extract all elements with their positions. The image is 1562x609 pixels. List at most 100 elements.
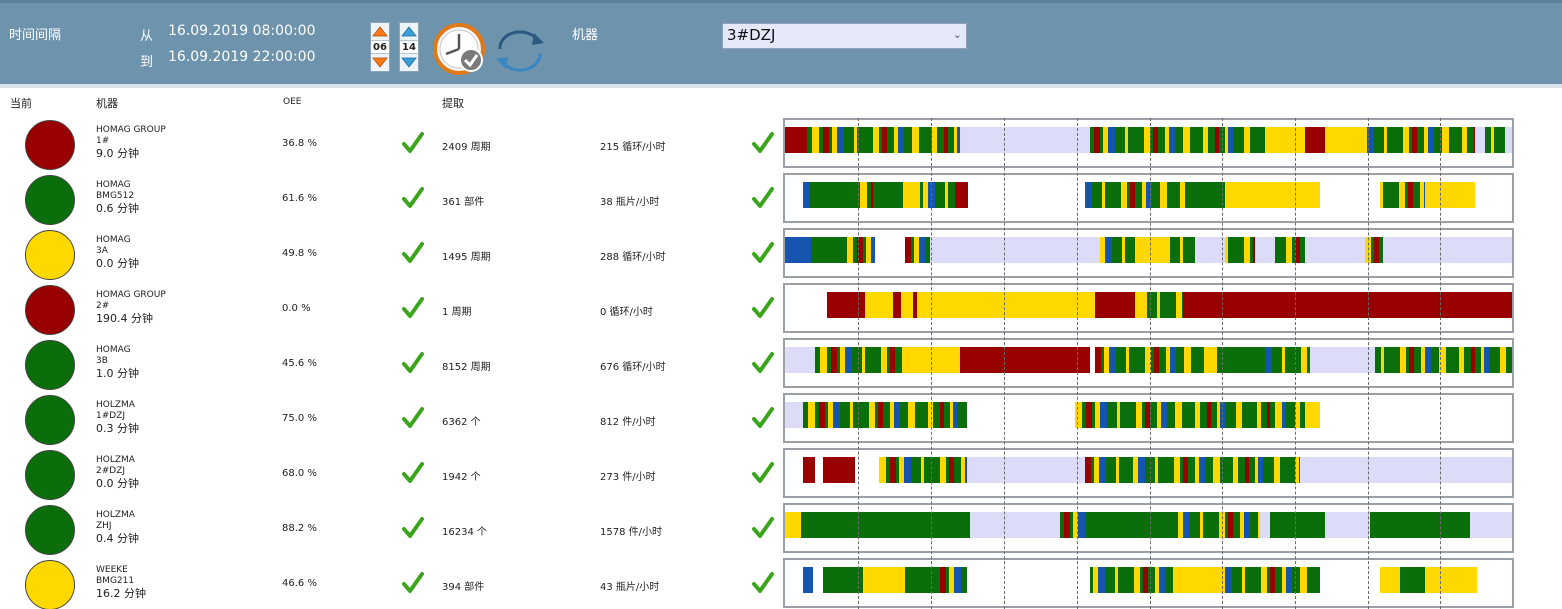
status-timeline[interactable]	[783, 338, 1514, 388]
machine-row[interactable]: HOMAG 3B 1.0 分钟 45.6 % 8152 周期 676 循环/小时	[0, 338, 1562, 393]
timeline-segment	[904, 127, 907, 153]
extract-count: 1 周期	[442, 307, 472, 318]
timeline-segment	[823, 457, 855, 483]
extract-rate: 288 循环/小时	[600, 252, 666, 263]
machine-row[interactable]: HOMAG GROUP 2# 190.4 分钟 0.0 % 1 周期 0 循环/小时	[0, 283, 1562, 338]
timeline-segment	[1177, 182, 1180, 208]
timeline-segment	[1467, 127, 1474, 153]
timeline-segment	[1150, 127, 1153, 153]
chevron-down-icon[interactable]: ⌄	[952, 28, 962, 41]
timeline-segment	[1250, 512, 1253, 538]
timeline-segment	[1154, 347, 1159, 373]
timeline-segment	[1117, 182, 1121, 208]
checkmark-icon	[752, 242, 774, 263]
arrow-up-icon[interactable]	[400, 24, 418, 39]
timeline-segment	[1117, 402, 1120, 428]
arrow-down-icon[interactable]	[371, 55, 389, 70]
timeline-segment	[1384, 127, 1387, 153]
status-timeline[interactable]	[783, 503, 1514, 553]
clock-apply-icon[interactable]	[432, 22, 488, 76]
timeline-segment	[827, 292, 865, 318]
timeline-segment	[803, 182, 809, 208]
to-datetime[interactable]: 16.09.2019 22:00:00	[168, 49, 316, 65]
timeline-segment	[917, 292, 1095, 318]
machine-row[interactable]: HOMAG 3A 0.0 分钟 49.8 % 1495 周期 288 循环/小时	[0, 228, 1562, 283]
extract-rate: 273 件/小时	[600, 472, 656, 483]
timeline-segment	[1228, 512, 1233, 538]
status-timeline[interactable]	[783, 393, 1514, 443]
extract-rate: 0 循环/小时	[600, 307, 653, 318]
start-hour-stepper[interactable]: 06	[370, 22, 390, 72]
timeline-segment	[1194, 127, 1200, 153]
timeline-segment	[1085, 182, 1092, 208]
timeline-segment	[1170, 347, 1176, 373]
extract-count: 1495 周期	[442, 252, 491, 263]
timeline-segment	[1128, 127, 1133, 153]
timeline-segment	[1242, 567, 1245, 593]
checkmark-icon	[402, 352, 424, 373]
status-timeline[interactable]	[783, 448, 1514, 498]
timeline-segment	[1151, 347, 1154, 373]
timeline-segment	[967, 457, 1085, 483]
timeline-segment	[905, 347, 960, 373]
timeline-segment	[1505, 127, 1512, 153]
timeline-segment	[1453, 127, 1459, 153]
arrow-up-icon[interactable]	[371, 24, 389, 39]
timeline-segment	[1138, 457, 1145, 483]
from-datetime[interactable]: 16.09.2019 08:00:00	[168, 23, 316, 39]
arrow-down-icon[interactable]	[400, 55, 418, 70]
timeline-segment	[1475, 347, 1481, 373]
machine-row[interactable]: HOLZMA ZHJ 0.4 分钟 88.2 % 16234 个 1578 件/小时	[0, 503, 1562, 558]
timeline-segment	[1300, 567, 1307, 593]
timeline-segment	[1171, 182, 1177, 208]
timeline-segment	[1265, 127, 1305, 153]
timeline-track	[785, 127, 1512, 153]
timeline-segment	[1060, 512, 1064, 538]
refresh-icon[interactable]	[492, 27, 548, 75]
machine-row[interactable]: HOLZMA 1#DZJ 0.3 分钟 75.0 % 6362 个 812 件/小时	[0, 393, 1562, 448]
status-timeline[interactable]	[783, 173, 1514, 223]
timeline-segment	[1155, 567, 1159, 593]
status-timeline[interactable]	[783, 283, 1514, 333]
timeline-segment	[1295, 402, 1300, 428]
timeline-segment	[948, 127, 954, 153]
timeline-segment	[785, 347, 815, 373]
timeline-segment	[1151, 292, 1157, 318]
timeline-segment	[1389, 347, 1396, 373]
timeline-segment	[1242, 402, 1245, 428]
status-lamp	[25, 120, 75, 170]
timeline-segment	[1270, 402, 1275, 428]
machine-row[interactable]: HOMAG BMG512 0.6 分钟 61.6 % 361 部件 38 瓶片/小时	[0, 173, 1562, 228]
timeline-segment	[1275, 237, 1282, 263]
status-timeline[interactable]	[783, 228, 1514, 278]
timeline-segment	[1149, 457, 1155, 483]
timeline-track	[785, 512, 1512, 538]
timeline-segment	[1481, 347, 1484, 373]
extract-count: 361 部件	[442, 197, 485, 208]
timeline-segment	[1085, 457, 1091, 483]
machine-select[interactable]: 3#DZJ ⌄	[722, 23, 967, 49]
timeline-segment	[1421, 347, 1425, 373]
machine-row[interactable]: WEEKE BMG211 16.2 分钟 46.6 % 394 部件 43 瓶片/小时	[0, 558, 1562, 609]
timeline-segment	[1425, 182, 1475, 208]
timeline-segment	[905, 567, 940, 593]
extract-count: 1942 个	[442, 472, 481, 483]
timeline-segment	[1200, 402, 1207, 428]
timeline-segment	[870, 347, 877, 373]
extract-count: 394 部件	[442, 582, 485, 593]
end-hour-stepper[interactable]: 14	[399, 22, 419, 72]
machine-row[interactable]: HOMAG GROUP 1# 9.0 分钟 36.8 % 2409 周期 215 循环/小…	[0, 118, 1562, 173]
machine-row[interactable]: HOLZMA 2#DZJ 0.0 分钟 68.0 % 1942 个 273 件/小时	[0, 448, 1562, 503]
timeline-segment	[919, 127, 923, 153]
status-timeline[interactable]	[783, 558, 1514, 608]
timeline-segment	[915, 402, 919, 428]
timeline-segment	[857, 237, 863, 263]
timeline-segment	[1233, 127, 1240, 153]
extract-count: 6362 个	[442, 417, 481, 428]
timeline-segment	[1093, 567, 1098, 593]
timeline-segment	[873, 182, 903, 208]
timeline-segment	[1261, 567, 1267, 593]
to-label: 到	[140, 55, 154, 70]
status-timeline[interactable]	[783, 118, 1514, 168]
timeline-segment	[1176, 292, 1182, 318]
